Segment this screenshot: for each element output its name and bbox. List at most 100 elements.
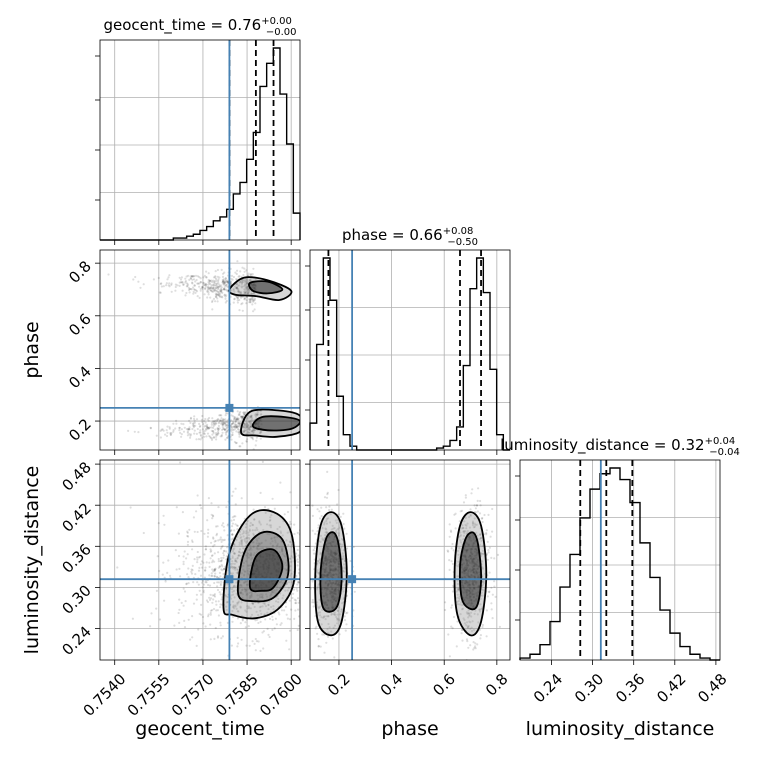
scatter-point [468,612,471,615]
scatter-point [220,290,223,293]
scatter-point [214,433,217,436]
scatter-point [255,412,258,415]
scatter-point [336,666,338,668]
scatter-point [200,436,203,439]
scatter-point [194,424,197,427]
scatter-point [259,605,262,608]
scatter-point [250,548,253,551]
scatter-point [170,290,173,293]
scatter-point [307,582,309,584]
scatter-point [471,524,475,527]
scatter-point [471,488,474,491]
scatter-point [218,565,221,568]
scatter-point [250,415,253,418]
scatter-point [488,590,491,593]
scatter-point [336,613,339,616]
scatter-point [468,526,472,529]
scatter-point [241,588,244,591]
scatter-point [239,584,242,587]
scatter-point [236,418,239,421]
scatter-point [202,282,205,285]
scatter-point [244,411,247,414]
scatter-point [480,536,483,540]
scatter-point [195,278,198,282]
scatter-point [163,523,166,526]
scatter-point [276,544,279,547]
scatter-point [467,646,470,649]
scatter-point [178,608,181,611]
scatter-point [189,434,192,437]
scatter-point [328,626,331,629]
scatter-point [245,425,248,429]
scatter-point [221,281,224,284]
scatter-point [222,422,225,425]
scatter-point [263,506,267,509]
scatter-point [336,609,339,612]
scatter-point [242,430,245,433]
scatter-point [231,533,234,536]
scatter-point [163,599,166,602]
histogram-step [100,47,301,241]
scatter-point [468,613,471,616]
scatter-point [198,425,201,428]
scatter-point [249,423,253,426]
scatter-point [252,534,255,537]
scatter-point [325,522,328,525]
scatter-point [289,522,292,526]
scatter-point [477,487,480,490]
scatter-point [224,281,227,284]
scatter-point [457,587,460,590]
scatter-point [222,280,225,283]
scatter-point [206,418,209,421]
scatter-point [223,284,226,287]
scatter-point [262,601,265,605]
scatter-point [238,548,242,551]
scatter-point [192,290,195,293]
scatter-point [180,428,183,431]
scatter-point [457,560,460,563]
scatter-point [456,620,459,623]
scatter-point [275,623,278,626]
scatter-point [463,520,466,523]
scatter-point [316,632,319,635]
scatter-point [235,430,238,433]
scatter-point [172,422,175,425]
scatter-point [216,609,219,612]
scatter-point [213,575,216,578]
scatter-point [251,273,254,276]
scatter-point [244,289,247,292]
scatter-point [186,573,189,576]
scatter-point [219,419,222,422]
scatter-point [235,441,238,444]
scatter-point [168,285,171,288]
y-tick-label: 0.4 [65,363,95,393]
scatter-point [463,530,466,533]
scatter-point [252,292,255,295]
scatter-point [293,598,296,601]
scatter-point [321,527,324,530]
scatter-point [316,508,319,511]
scatter-point [294,602,298,605]
scatter-point [169,433,172,436]
scatter-point [164,433,167,436]
scatter-point [252,541,255,544]
scatter-point [248,548,251,552]
scatter-point [250,436,254,439]
scatter-point [186,284,189,287]
scatter-point [234,566,238,569]
scatter-point [243,573,246,576]
scatter-point [230,274,234,277]
scatter-point [212,426,215,429]
scatter-point [281,553,284,556]
scatter-point [191,636,194,639]
scatter-point [321,537,324,540]
scatter-point [486,540,489,544]
scatter-point [321,633,324,636]
scatter-point [316,569,319,572]
scatter-point [218,591,221,594]
scatter-point [244,589,247,592]
x-tick-label: 0.6 [429,670,459,700]
scatter-point [209,280,212,283]
scatter-point [230,277,233,280]
scatter-point [258,547,261,551]
